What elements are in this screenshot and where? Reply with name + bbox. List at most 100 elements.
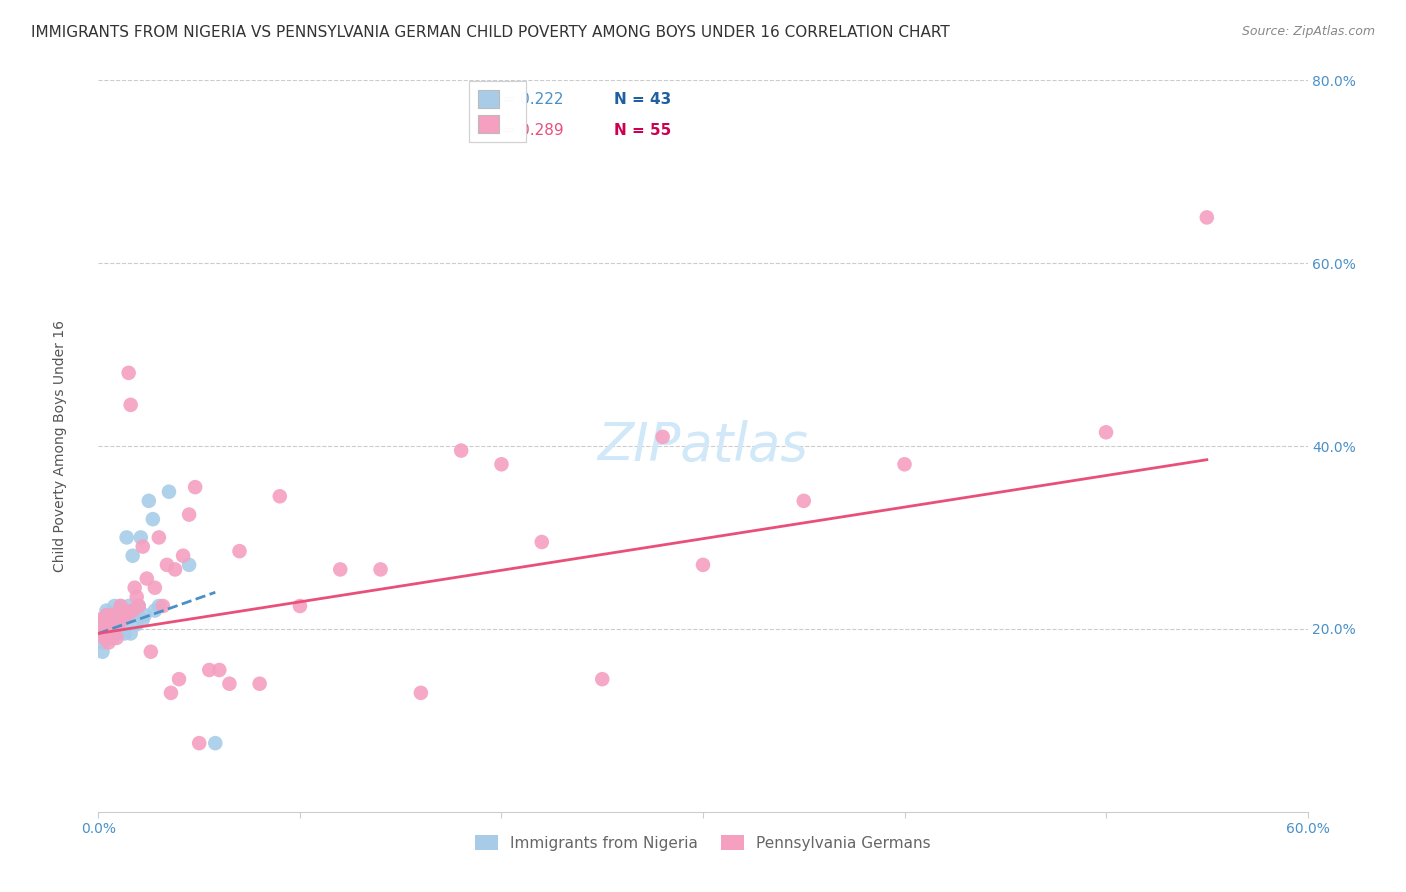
Point xyxy=(269,489,291,503)
Point xyxy=(179,558,201,572)
Point xyxy=(128,599,150,613)
Point xyxy=(591,672,613,686)
Point xyxy=(107,622,129,636)
Point xyxy=(91,617,114,632)
Point xyxy=(101,617,124,632)
Legend:  ,  : , xyxy=(468,80,526,143)
Text: N = 55: N = 55 xyxy=(614,123,672,138)
Point xyxy=(103,608,125,623)
Point xyxy=(103,599,125,613)
Point xyxy=(96,631,118,645)
Point xyxy=(118,608,141,623)
Point xyxy=(156,558,179,572)
Point xyxy=(101,608,124,623)
Point xyxy=(249,676,271,690)
Point xyxy=(651,430,673,444)
Text: ZIPatlas: ZIPatlas xyxy=(598,420,808,472)
Point xyxy=(103,622,125,636)
Point xyxy=(204,736,226,750)
Text: Child Poverty Among Boys Under 16: Child Poverty Among Boys Under 16 xyxy=(53,320,66,572)
Point xyxy=(105,631,128,645)
Point xyxy=(143,603,166,617)
Point xyxy=(118,366,141,380)
Point xyxy=(110,599,132,613)
Text: R = 0.289: R = 0.289 xyxy=(488,123,564,138)
Point xyxy=(148,530,170,544)
Point xyxy=(89,626,111,640)
Point xyxy=(692,558,714,572)
Point xyxy=(96,603,118,617)
Point xyxy=(87,617,110,632)
Point xyxy=(184,480,207,494)
Point xyxy=(125,590,148,604)
Point xyxy=(91,635,114,649)
Point xyxy=(93,631,115,645)
Point xyxy=(110,599,132,613)
Point xyxy=(793,494,815,508)
Text: IMMIGRANTS FROM NIGERIA VS PENNSYLVANIA GERMAN CHILD POVERTY AMONG BOYS UNDER 16: IMMIGRANTS FROM NIGERIA VS PENNSYLVANIA … xyxy=(31,25,949,40)
Point xyxy=(111,617,134,632)
Point xyxy=(97,608,120,623)
Point xyxy=(121,549,143,563)
Point xyxy=(100,608,122,623)
Text: R = 0.222: R = 0.222 xyxy=(488,92,564,107)
Point xyxy=(188,736,211,750)
Point xyxy=(409,686,432,700)
Point xyxy=(101,631,124,645)
Point xyxy=(91,645,114,659)
Point xyxy=(120,626,142,640)
Point xyxy=(370,562,392,576)
Point xyxy=(152,599,174,613)
Point xyxy=(1195,211,1218,225)
Point xyxy=(110,608,132,623)
Point xyxy=(121,603,143,617)
Point xyxy=(143,581,166,595)
Point xyxy=(97,635,120,649)
Text: Source: ZipAtlas.com: Source: ZipAtlas.com xyxy=(1241,25,1375,38)
Point xyxy=(114,626,136,640)
Point xyxy=(105,626,128,640)
Point xyxy=(129,530,152,544)
Text: N = 43: N = 43 xyxy=(614,92,672,107)
Point xyxy=(172,549,194,563)
Point xyxy=(491,457,513,471)
Point xyxy=(107,617,129,632)
Point xyxy=(218,676,240,690)
Point xyxy=(450,443,472,458)
Point xyxy=(97,617,120,632)
Point xyxy=(93,613,115,627)
Point xyxy=(163,562,186,576)
Point xyxy=(115,530,138,544)
Point xyxy=(160,686,183,700)
Point xyxy=(124,581,146,595)
Point xyxy=(105,622,128,636)
Point xyxy=(1095,425,1118,440)
Point xyxy=(124,603,146,617)
Point xyxy=(530,535,553,549)
Point xyxy=(114,608,136,623)
Point xyxy=(157,484,180,499)
Point xyxy=(87,613,110,627)
Point xyxy=(107,613,129,627)
Point xyxy=(208,663,231,677)
Point xyxy=(111,608,134,623)
Point xyxy=(134,608,156,623)
Point xyxy=(893,457,915,471)
Point xyxy=(118,599,141,613)
Point xyxy=(179,508,201,522)
Point xyxy=(132,613,155,627)
Point xyxy=(132,540,155,554)
Point xyxy=(100,626,122,640)
Point xyxy=(148,599,170,613)
Point xyxy=(128,599,150,613)
Point xyxy=(288,599,311,613)
Point xyxy=(111,608,134,623)
Point xyxy=(142,512,165,526)
Point xyxy=(139,645,162,659)
Point xyxy=(115,608,138,623)
Point xyxy=(120,398,142,412)
Point xyxy=(96,608,118,623)
Point xyxy=(114,603,136,617)
Point xyxy=(329,562,352,576)
Point xyxy=(198,663,221,677)
